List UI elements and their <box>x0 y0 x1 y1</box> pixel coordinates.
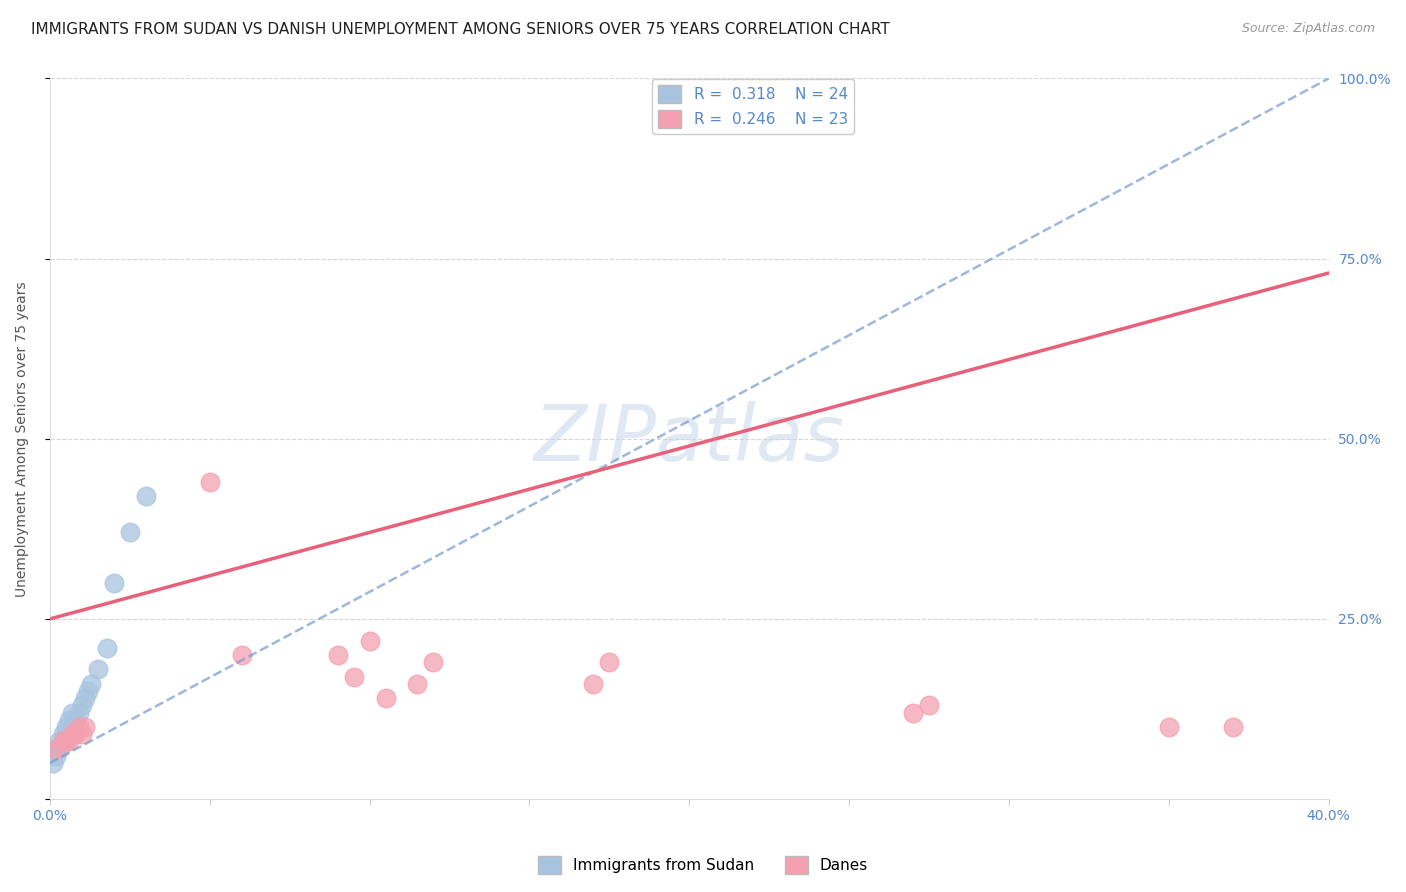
Point <box>65 713 87 727</box>
Point <box>45 741 67 756</box>
Point <box>45 741 67 756</box>
Legend: R =  0.318    N = 24, R =  0.246    N = 23: R = 0.318 N = 24, R = 0.246 N = 23 <box>652 78 853 134</box>
Point <box>52 734 75 748</box>
Point <box>359 633 381 648</box>
Point <box>70 698 93 713</box>
Point <box>582 677 605 691</box>
Point <box>231 648 253 662</box>
Point <box>198 475 221 489</box>
Point <box>52 727 75 741</box>
Y-axis label: Unemployment Among Seniors over 75 years: Unemployment Among Seniors over 75 years <box>15 281 30 597</box>
Point <box>55 720 77 734</box>
Point <box>67 706 90 720</box>
Point <box>1222 720 1244 734</box>
Point <box>1157 720 1180 734</box>
Point <box>77 684 100 698</box>
Point <box>58 713 80 727</box>
Point <box>118 525 141 540</box>
Point <box>42 756 65 770</box>
Point <box>326 648 349 662</box>
Point <box>58 727 80 741</box>
Point <box>135 490 157 504</box>
Point <box>55 734 77 748</box>
Point <box>60 727 83 741</box>
Point <box>60 720 83 734</box>
Point <box>60 706 83 720</box>
Point <box>406 677 429 691</box>
Point <box>80 677 103 691</box>
Point <box>48 734 70 748</box>
Point <box>70 727 93 741</box>
Text: ZIPatlas: ZIPatlas <box>534 401 845 476</box>
Legend: Immigrants from Sudan, Danes: Immigrants from Sudan, Danes <box>531 850 875 880</box>
Point <box>58 734 80 748</box>
Point <box>342 669 364 683</box>
Text: IMMIGRANTS FROM SUDAN VS DANISH UNEMPLOYMENT AMONG SENIORS OVER 75 YEARS CORRELA: IMMIGRANTS FROM SUDAN VS DANISH UNEMPLOY… <box>31 22 890 37</box>
Point <box>55 734 77 748</box>
Point <box>65 727 87 741</box>
Text: Source: ZipAtlas.com: Source: ZipAtlas.com <box>1241 22 1375 36</box>
Point <box>45 748 67 763</box>
Point <box>918 698 941 713</box>
Point <box>67 720 90 734</box>
Point <box>52 734 75 748</box>
Point <box>96 640 118 655</box>
Point <box>87 662 110 676</box>
Point <box>48 741 70 756</box>
Point <box>598 655 620 669</box>
Point <box>422 655 444 669</box>
Point <box>374 691 396 706</box>
Point <box>103 575 125 590</box>
Point <box>73 720 96 734</box>
Point <box>73 691 96 706</box>
Point <box>901 706 924 720</box>
